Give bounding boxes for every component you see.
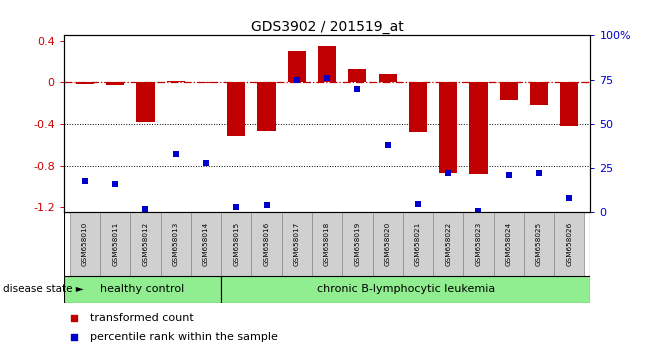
Point [201, 160, 211, 166]
Point [352, 86, 363, 91]
Text: GSM658026: GSM658026 [566, 222, 572, 266]
Bar [197, 82, 215, 83]
Text: transformed count: transformed count [90, 313, 194, 323]
Point [80, 178, 91, 183]
Title: GDS3902 / 201519_at: GDS3902 / 201519_at [251, 21, 403, 34]
Point [533, 171, 544, 176]
Bar [348, 69, 366, 82]
Bar [530, 82, 548, 105]
FancyBboxPatch shape [403, 212, 433, 276]
FancyBboxPatch shape [372, 212, 403, 276]
FancyBboxPatch shape [433, 212, 464, 276]
Bar [470, 82, 488, 174]
Text: GSM658010: GSM658010 [82, 222, 88, 266]
Point [473, 208, 484, 213]
Text: GSM658012: GSM658012 [142, 222, 148, 266]
Text: GSM658020: GSM658020 [384, 222, 391, 266]
Bar [378, 74, 397, 82]
Bar [106, 82, 124, 85]
Text: GSM658014: GSM658014 [203, 222, 209, 266]
Bar [318, 46, 336, 82]
Text: GSM658025: GSM658025 [536, 222, 542, 266]
Point [564, 195, 574, 201]
Point [69, 315, 80, 321]
Point [110, 181, 121, 187]
Text: GSM658022: GSM658022 [445, 222, 451, 266]
Bar [560, 82, 578, 126]
Text: GSM658016: GSM658016 [264, 222, 270, 266]
FancyBboxPatch shape [191, 212, 221, 276]
FancyBboxPatch shape [221, 212, 252, 276]
FancyBboxPatch shape [70, 212, 100, 276]
FancyBboxPatch shape [494, 212, 524, 276]
FancyBboxPatch shape [312, 212, 342, 276]
Bar [288, 51, 306, 82]
Bar [136, 82, 154, 122]
Text: GSM658017: GSM658017 [294, 222, 300, 266]
Point [322, 75, 333, 81]
Point [170, 151, 181, 157]
Text: GSM658019: GSM658019 [354, 222, 360, 266]
Text: percentile rank within the sample: percentile rank within the sample [90, 332, 278, 342]
Bar [258, 82, 276, 131]
Point [443, 171, 454, 176]
FancyBboxPatch shape [554, 212, 584, 276]
FancyBboxPatch shape [100, 212, 130, 276]
Bar [500, 82, 518, 100]
Text: GSM658015: GSM658015 [234, 222, 240, 266]
FancyBboxPatch shape [524, 212, 554, 276]
Bar [409, 82, 427, 132]
Bar [166, 81, 185, 82]
Bar [227, 82, 246, 136]
FancyBboxPatch shape [160, 212, 191, 276]
Text: GSM658013: GSM658013 [172, 222, 178, 266]
Text: GSM658023: GSM658023 [476, 222, 482, 266]
Point [413, 201, 423, 206]
Point [382, 142, 393, 148]
FancyBboxPatch shape [64, 276, 221, 303]
Point [261, 202, 272, 208]
Bar [439, 82, 457, 173]
FancyBboxPatch shape [464, 212, 494, 276]
Text: disease state ►: disease state ► [3, 284, 84, 295]
FancyBboxPatch shape [282, 212, 312, 276]
Point [503, 172, 514, 178]
FancyBboxPatch shape [342, 212, 372, 276]
FancyBboxPatch shape [221, 276, 590, 303]
Bar [76, 82, 94, 84]
Point [69, 334, 80, 339]
Text: GSM658011: GSM658011 [112, 222, 118, 266]
Text: GSM658018: GSM658018 [324, 222, 330, 266]
Point [291, 77, 302, 82]
Text: chronic B-lymphocytic leukemia: chronic B-lymphocytic leukemia [317, 284, 495, 295]
FancyBboxPatch shape [130, 212, 160, 276]
Text: GSM658024: GSM658024 [506, 222, 512, 266]
FancyBboxPatch shape [252, 212, 282, 276]
Text: GSM658021: GSM658021 [415, 222, 421, 266]
Point [231, 204, 242, 210]
Text: healthy control: healthy control [101, 284, 185, 295]
Point [140, 206, 151, 212]
